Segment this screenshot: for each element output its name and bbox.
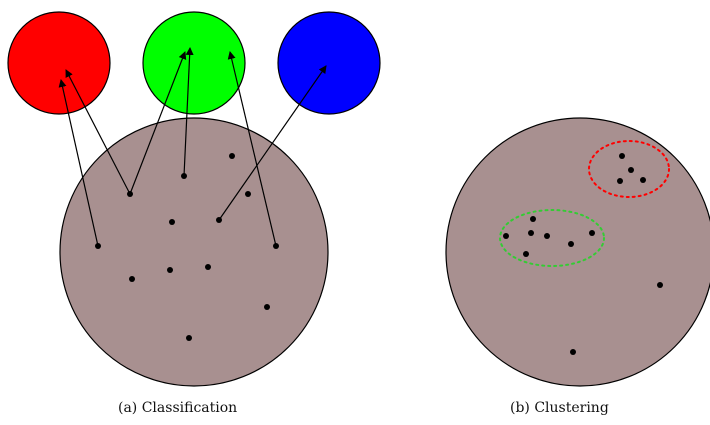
data-point xyxy=(528,230,534,236)
data-point xyxy=(570,349,576,355)
data-point xyxy=(167,267,173,273)
clustering-pool-circle xyxy=(445,117,710,387)
clustering-panel xyxy=(445,117,710,387)
data-point xyxy=(205,264,211,270)
data-point xyxy=(503,233,509,239)
data-point xyxy=(216,217,222,223)
data-point xyxy=(264,304,270,310)
data-point xyxy=(229,153,235,159)
arrow-point2-to-red xyxy=(65,69,131,195)
data-pool-circle xyxy=(59,117,329,387)
arrow-point1-to-red xyxy=(58,79,99,247)
data-point xyxy=(544,233,550,239)
data-point xyxy=(273,243,279,249)
green-dotted-cluster xyxy=(499,209,605,267)
blue-class-circle xyxy=(277,11,381,115)
data-point xyxy=(186,335,192,341)
arrow-point4-to-green xyxy=(227,51,277,247)
data-point xyxy=(95,243,101,249)
caption-classification: (a) Classification xyxy=(118,400,238,416)
data-point xyxy=(169,219,175,225)
data-point xyxy=(619,153,625,159)
data-point xyxy=(640,177,646,183)
arrow-point3-to-green xyxy=(183,47,194,177)
data-point xyxy=(568,241,574,247)
caption-clustering: (b) Clustering xyxy=(510,400,609,416)
data-point xyxy=(127,191,133,197)
data-point xyxy=(523,251,529,257)
data-point xyxy=(530,216,536,222)
data-point xyxy=(181,173,187,179)
data-point xyxy=(628,167,634,173)
arrow-point5-to-blue xyxy=(218,65,327,221)
arrow-point2-to-green xyxy=(129,51,187,195)
data-point xyxy=(657,282,663,288)
data-point xyxy=(245,191,251,197)
red-dotted-cluster xyxy=(588,140,670,198)
data-point xyxy=(617,178,623,184)
data-point xyxy=(129,276,135,282)
red-class-circle xyxy=(7,11,111,115)
data-point xyxy=(589,230,595,236)
classification-panel xyxy=(7,11,381,387)
green-class-circle xyxy=(142,11,246,115)
